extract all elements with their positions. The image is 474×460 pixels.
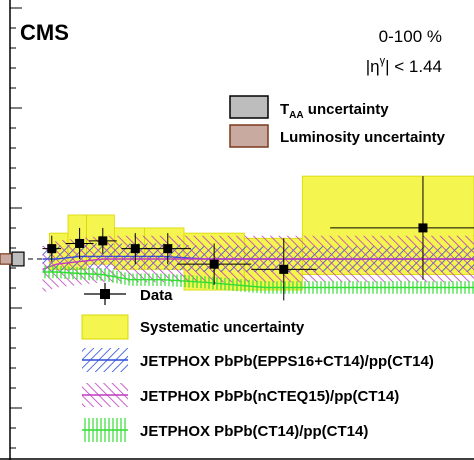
legend-data: Data [84, 283, 173, 305]
legend-systematic: Systematic uncertainty [81, 314, 305, 340]
data-marker [209, 259, 219, 269]
y-axis-ticks [10, 7, 22, 449]
data-point [88, 227, 117, 254]
theory-line-1 [42, 258, 474, 271]
data-marker [47, 244, 57, 254]
legend-data-label: Data [140, 287, 173, 304]
theory-band-2 [42, 265, 474, 294]
lumi-legend-label: Luminosity uncertainty [280, 129, 446, 146]
data-points [42, 176, 474, 301]
data-point [42, 235, 62, 262]
legend-ncteq15-label: JETPHOX PbPb(nCTEQ15)/pp(CT14) [140, 388, 399, 405]
legend-epps16: JETPHOX PbPb(EPPS16+CT14)/pp(CT14) [82, 348, 434, 372]
legend-ncteq15: JETPHOX PbPb(nCTEQ15)/pp(CT14) [82, 383, 399, 407]
data-point [251, 238, 317, 301]
data-marker [279, 264, 289, 274]
legend-epps16-label: JETPHOX PbPb(EPPS16+CT14)/pp(CT14) [140, 353, 434, 370]
eta-cut-label: |ηγ| < 1.44 [366, 55, 442, 76]
legend-global: TAA uncertainty Luminosity uncertainty [229, 95, 446, 148]
data-point [65, 227, 94, 259]
taa-legend-label: TAA uncertainty [280, 101, 389, 121]
theory-bands [42, 235, 474, 294]
data-marker [98, 236, 108, 246]
experiment-label: CMS [20, 20, 69, 45]
data-marker [75, 238, 85, 248]
luminosity-uncertainty-box [0, 253, 13, 265]
data-marker [163, 244, 173, 254]
data-point [177, 243, 252, 285]
legend-ct14: JETPHOX PbPb(CT14)/pp(CT14) [82, 418, 368, 442]
data-point [330, 176, 474, 280]
data-marker [418, 223, 428, 233]
data-point [144, 233, 191, 265]
theory-line-2 [42, 271, 474, 289]
data-marker [130, 244, 140, 254]
legend-ct14-label: JETPHOX PbPb(CT14)/pp(CT14) [140, 423, 368, 440]
global-uncertainty-boxes [0, 251, 25, 267]
lumi-legend-swatch [229, 124, 269, 148]
centrality-label: 0-100 % [379, 27, 442, 46]
taa-legend-swatch [229, 95, 269, 119]
legend-systematic-label: Systematic uncertainty [140, 319, 305, 336]
taa-uncertainty-box [11, 251, 25, 267]
legend-main: Data Systematic uncertainty JETPHOX PbPb… [81, 283, 434, 442]
